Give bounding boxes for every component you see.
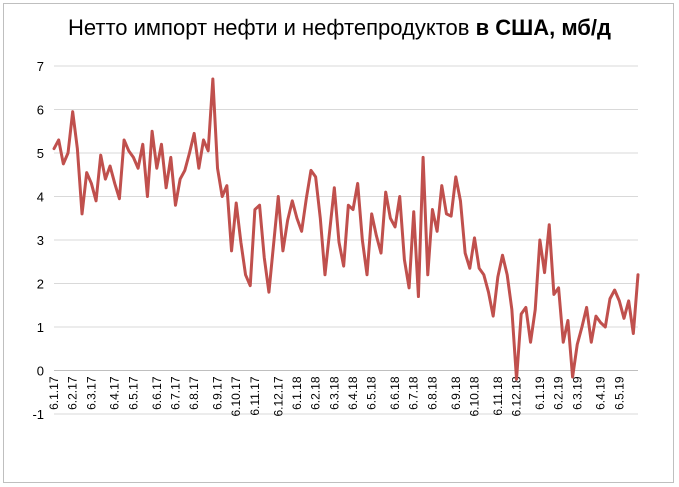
x-tick-label: 6.10.18 xyxy=(467,376,481,416)
x-tick-label: 6.9.18 xyxy=(449,376,463,410)
x-tick-label: 6.2.19 xyxy=(552,376,566,410)
x-tick-label: 6.7.17 xyxy=(168,376,182,410)
y-tick-label: 0 xyxy=(37,364,44,379)
series xyxy=(52,77,640,381)
x-axis-labels: 6.1.17 6.2.17 6.3.17 6.4.17 6.5.17 6.6.17 6.7.… xyxy=(47,376,626,416)
x-tick-label: 6.8.18 xyxy=(425,376,439,410)
y-tick-label: 5 xyxy=(37,146,44,161)
x-tick-label: 6.9.17 xyxy=(211,376,225,410)
series-line xyxy=(52,77,640,381)
x-tick-label: 6.5.19 xyxy=(612,376,626,410)
y-tick-label: -1 xyxy=(32,407,44,422)
x-tick-label: 6.4.19 xyxy=(594,376,608,410)
x-tick-label: 6.11.17 xyxy=(248,376,262,415)
x-tick-label: 6.3.19 xyxy=(570,376,584,410)
y-tick-label: 2 xyxy=(37,277,44,292)
x-tick-label: 6.12.18 xyxy=(510,376,524,416)
x-tick-label: 6.6.17 xyxy=(150,376,164,410)
x-tick-label: 6.10.17 xyxy=(229,376,243,416)
x-tick-label: 6.2.17 xyxy=(66,376,80,410)
x-tick-label: 6.11.18 xyxy=(491,376,505,415)
y-axis-labels: -1 0 1 2 3 4 5 6 7 xyxy=(32,59,44,422)
x-tick-label: 6.1.18 xyxy=(290,376,304,410)
y-tick-label: 6 xyxy=(37,103,44,118)
x-tick-label: 6.1.19 xyxy=(533,376,547,410)
x-tick-label: 6.7.18 xyxy=(407,376,421,410)
chart-title: Нетто импорт нефти и нефтепродуктов в СШ… xyxy=(0,15,679,41)
chart-title-bold: в США, мб/д xyxy=(475,15,611,40)
x-tick-label: 6.3.17 xyxy=(84,376,98,410)
y-tick-label: 1 xyxy=(37,320,44,335)
x-tick-label: 6.5.17 xyxy=(126,376,140,410)
x-tick-label: 6.4.17 xyxy=(108,376,122,410)
x-tick-label: 6.2.18 xyxy=(309,376,323,410)
x-tick-label: 6.8.17 xyxy=(187,376,201,410)
x-tick-label: 6.12.17 xyxy=(271,376,285,416)
x-tick-label: 6.1.17 xyxy=(47,376,61,410)
x-tick-label: 6.5.18 xyxy=(365,376,379,410)
x-tick-label: 6.3.18 xyxy=(327,376,341,410)
x-tick-label: 6.6.18 xyxy=(388,376,402,410)
chart-title-regular: Нетто импорт нефти и нефтепродуктов xyxy=(68,15,476,40)
x-tick-label: 6.4.18 xyxy=(346,376,360,410)
y-tick-label: 3 xyxy=(37,233,44,248)
y-tick-label: 4 xyxy=(37,190,44,205)
y-tick-label: 7 xyxy=(37,59,44,74)
